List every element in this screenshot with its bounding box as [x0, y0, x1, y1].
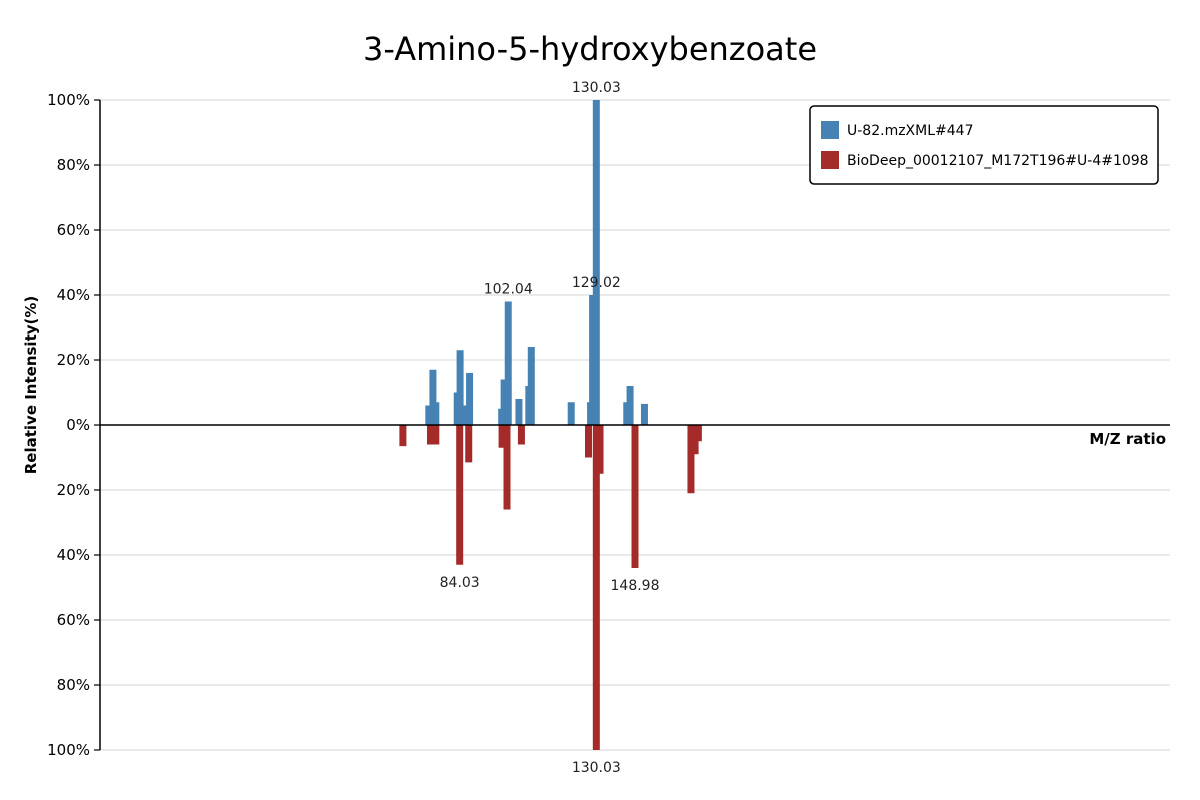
- bar-series-1: [567, 402, 575, 425]
- peak-label: 130.03: [572, 80, 621, 96]
- legend-swatch-series-1: [821, 121, 839, 139]
- bar-series-1: [592, 100, 600, 425]
- y-tick-label: 100%: [47, 741, 90, 759]
- y-tick-label: 80%: [57, 156, 90, 174]
- bars: [399, 100, 702, 750]
- y-tick-label: 80%: [57, 676, 90, 694]
- y-tick-label: 60%: [57, 611, 90, 629]
- bar-series-2: [498, 425, 506, 448]
- bar-series-1: [589, 295, 597, 425]
- bar-series-2: [432, 425, 440, 445]
- bar-series-2: [592, 425, 600, 750]
- bar-series-2: [456, 425, 464, 565]
- peak-label: 130.03: [572, 760, 621, 776]
- bar-series-2: [694, 425, 702, 442]
- bar-series-1: [461, 405, 469, 425]
- bar-series-1: [429, 369, 437, 425]
- bar-series-1: [432, 402, 440, 425]
- peak-label: 148.98: [611, 578, 660, 594]
- peak-labels: 102.04 129.02 130.03 84.03 130.03 148.98: [440, 80, 660, 776]
- y-tick-label: 40%: [57, 286, 90, 304]
- bar-series-2: [426, 425, 434, 445]
- bar-series-2: [517, 425, 525, 445]
- legend-label-series-1: U-82.mzXML#447: [847, 123, 973, 139]
- y-axis-label: Relative Intensity(%): [22, 296, 40, 475]
- y-tick-label: 40%: [57, 546, 90, 564]
- y-tick-label: 20%: [57, 351, 90, 369]
- bar-series-2: [584, 425, 592, 458]
- peak-label: 102.04: [484, 282, 533, 298]
- bar-series-2: [596, 425, 604, 474]
- bar-series-1: [626, 386, 634, 425]
- bar-series-1: [500, 379, 508, 425]
- bar-series-2: [687, 425, 695, 494]
- bar-series-1: [527, 347, 535, 425]
- legend-swatch-series-2: [821, 151, 839, 169]
- bar-series-1: [466, 373, 474, 425]
- legend: U-82.mzXML#447 BioDeep_00012107_M172T196…: [809, 105, 1159, 185]
- x-axis-label: M/Z ratio: [1089, 430, 1166, 448]
- bar-series-2: [399, 425, 407, 447]
- bar-series-2: [503, 425, 511, 510]
- peak-label: 129.02: [572, 275, 621, 291]
- bar-series-1: [504, 301, 512, 425]
- y-tick-label: 0%: [66, 416, 90, 434]
- y-tick-label: 100%: [47, 91, 90, 109]
- bar-series-1: [456, 350, 464, 425]
- bar-series-1: [425, 405, 433, 425]
- legend-label-series-2: BioDeep_00012107_M172T196#U-4#1098: [847, 153, 1149, 169]
- y-tick-label: 20%: [57, 481, 90, 499]
- y-ticks: 100% 80% 60% 40% 20% 0% 20% 40% 60% 80% 100%: [47, 91, 100, 759]
- legend-box: [809, 105, 1159, 185]
- bar-series-2: [465, 425, 473, 463]
- chart-title: 3-Amino-5-hydroxybenzoate: [363, 30, 817, 68]
- y-tick-label: 60%: [57, 221, 90, 239]
- bar-series-1: [515, 399, 523, 425]
- peak-label: 84.03: [440, 575, 480, 591]
- bar-series-1: [640, 403, 648, 425]
- bar-series-2: [631, 425, 639, 568]
